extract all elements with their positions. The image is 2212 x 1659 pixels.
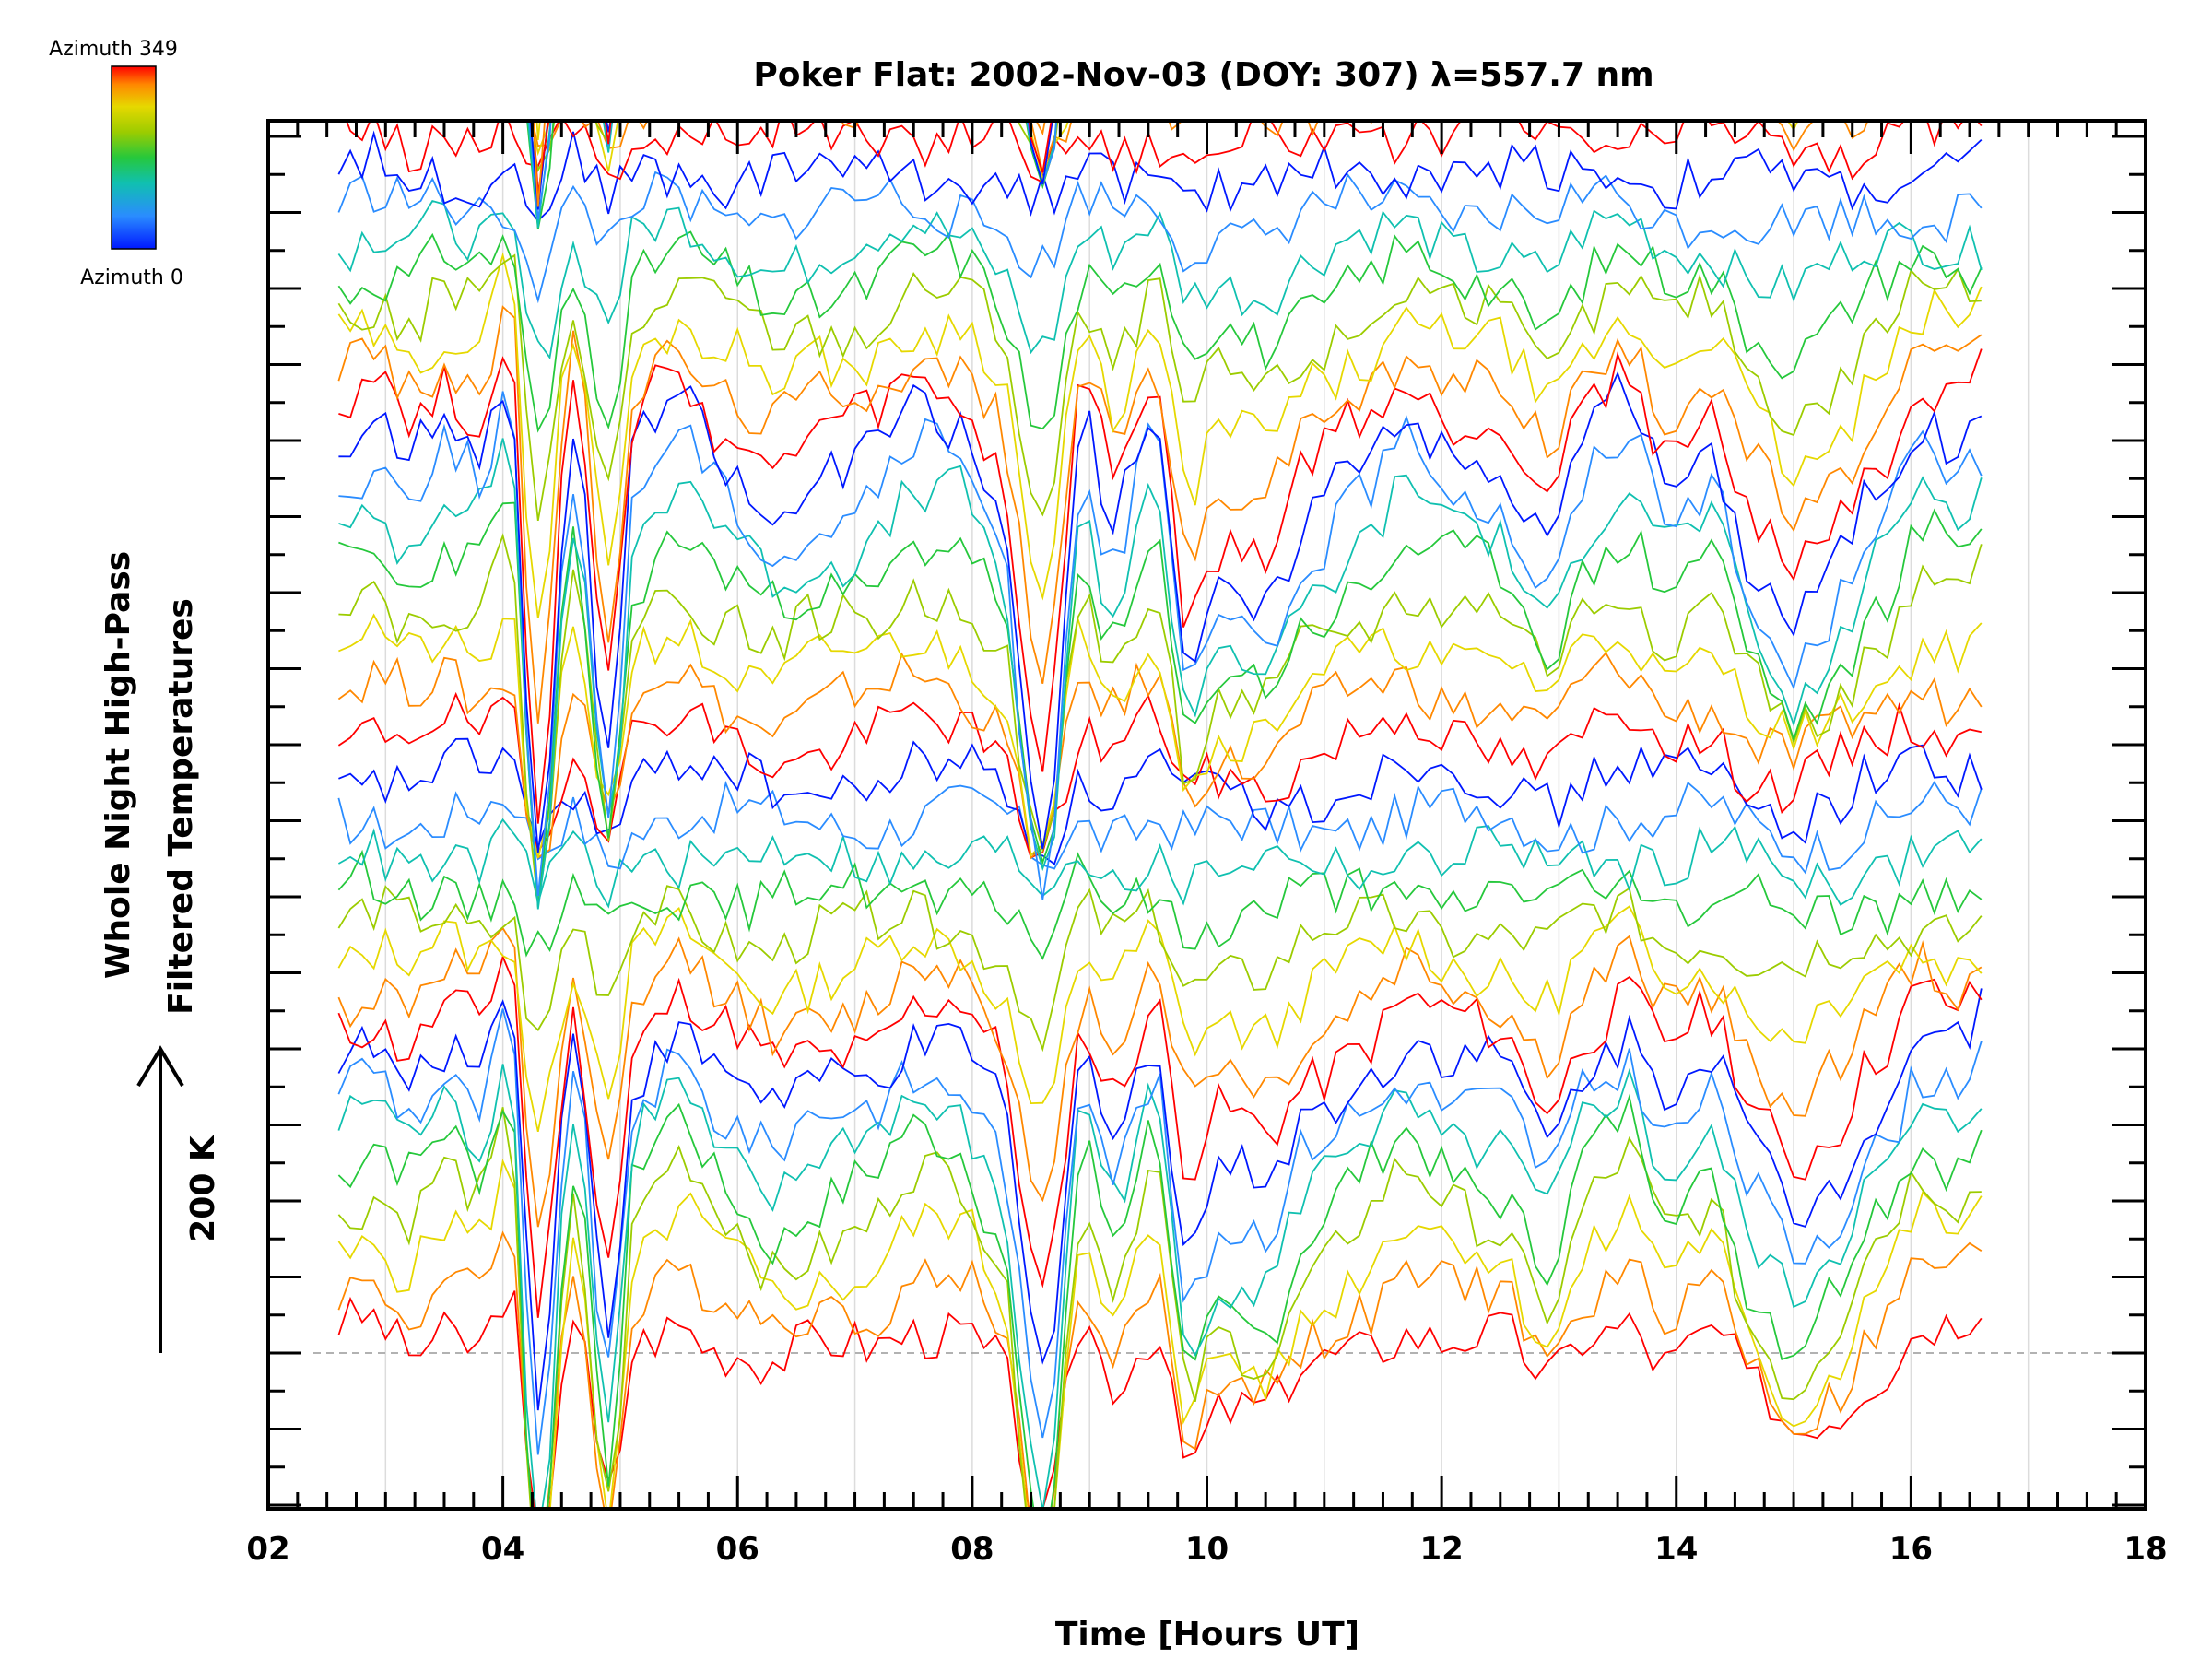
x-tick-label: 08	[950, 1531, 994, 1568]
azimuth-trace	[337, 818, 1983, 909]
azimuth-trace	[337, 253, 1982, 522]
azimuth-trace	[337, 1008, 1983, 1455]
x-tick-label: 12	[1419, 1531, 1463, 1568]
y-axis-label-line2: Filtered Temperatures	[162, 598, 200, 1015]
azimuth-trace	[337, 905, 1983, 1132]
x-tick-label: 06	[716, 1531, 759, 1568]
azimuth-trace	[337, 199, 1983, 360]
azimuth-trace	[338, 0, 1981, 42]
azimuth-trace	[338, 737, 1983, 865]
x-tick-label: 14	[1654, 1531, 1698, 1568]
azimuth-trace	[337, 305, 1983, 724]
colorbar-top-label: Azimuth 349	[49, 38, 178, 61]
colorbar-bottom-label: Azimuth 0	[80, 266, 183, 289]
x-tick-labels: 02 04 06 08 10 12 14 16 18	[246, 1531, 2167, 1568]
azimuth-trace	[337, 252, 1983, 619]
azimuth-trace	[338, 348, 1983, 824]
azimuth-trace	[337, 1093, 1983, 1509]
azimuth-trace	[338, 438, 1983, 910]
axis-ticks	[266, 121, 2147, 1509]
azimuth-trace	[532, 121, 1046, 207]
x-tick-label: 10	[1185, 1531, 1229, 1568]
azimuth-trace	[526, 121, 1058, 229]
azimuth-trace	[337, 988, 1983, 1411]
scale-bar-label: 200 K	[184, 1135, 222, 1242]
x-tick-label: 16	[1889, 1531, 1933, 1568]
azimuth-trace	[337, 1158, 1983, 1509]
chart-title: Poker Flat: 2002-Nov-03 (DOY: 307) λ=557…	[753, 56, 1653, 94]
x-axis-label: Time [Hours UT]	[1055, 1616, 1359, 1653]
azimuth-trace	[337, 885, 1983, 1053]
x-tick-label: 18	[2124, 1531, 2167, 1568]
x-tick-label: 04	[481, 1531, 524, 1568]
colorbar: Azimuth 349 Azimuth 0	[49, 38, 183, 289]
azimuth-trace	[337, 954, 1983, 1318]
trace-lines	[337, 0, 1983, 1509]
azimuth-trace	[337, 1230, 1983, 1509]
azimuth-trace	[337, 230, 1983, 433]
colorbar-gradient	[111, 65, 157, 250]
azimuth-trace	[337, 926, 1983, 1228]
grid-lines	[384, 121, 2030, 1509]
azimuth-trace	[337, 171, 1983, 304]
azimuth-trace	[337, 1107, 1982, 1509]
azimuth-trace	[337, 780, 1983, 875]
y-axis-label-line1: Whole Night High-Pass	[100, 551, 137, 979]
azimuth-trace	[346, 121, 1983, 183]
azimuth-trace	[338, 371, 1983, 853]
azimuth-trace	[337, 691, 1982, 859]
x-tick-label: 02	[246, 1531, 289, 1568]
azimuth-trace	[338, 501, 1983, 908]
azimuth-trace	[337, 130, 1983, 222]
azimuth-trace	[527, 121, 1057, 229]
azimuth-trace	[529, 121, 1053, 210]
azimuth-trace	[337, 1064, 1983, 1509]
azimuth-trace	[528, 121, 1058, 220]
azimuth-trace	[337, 849, 1983, 960]
azimuth-trace	[530, 121, 1799, 182]
scale-arrow	[136, 1045, 184, 1353]
